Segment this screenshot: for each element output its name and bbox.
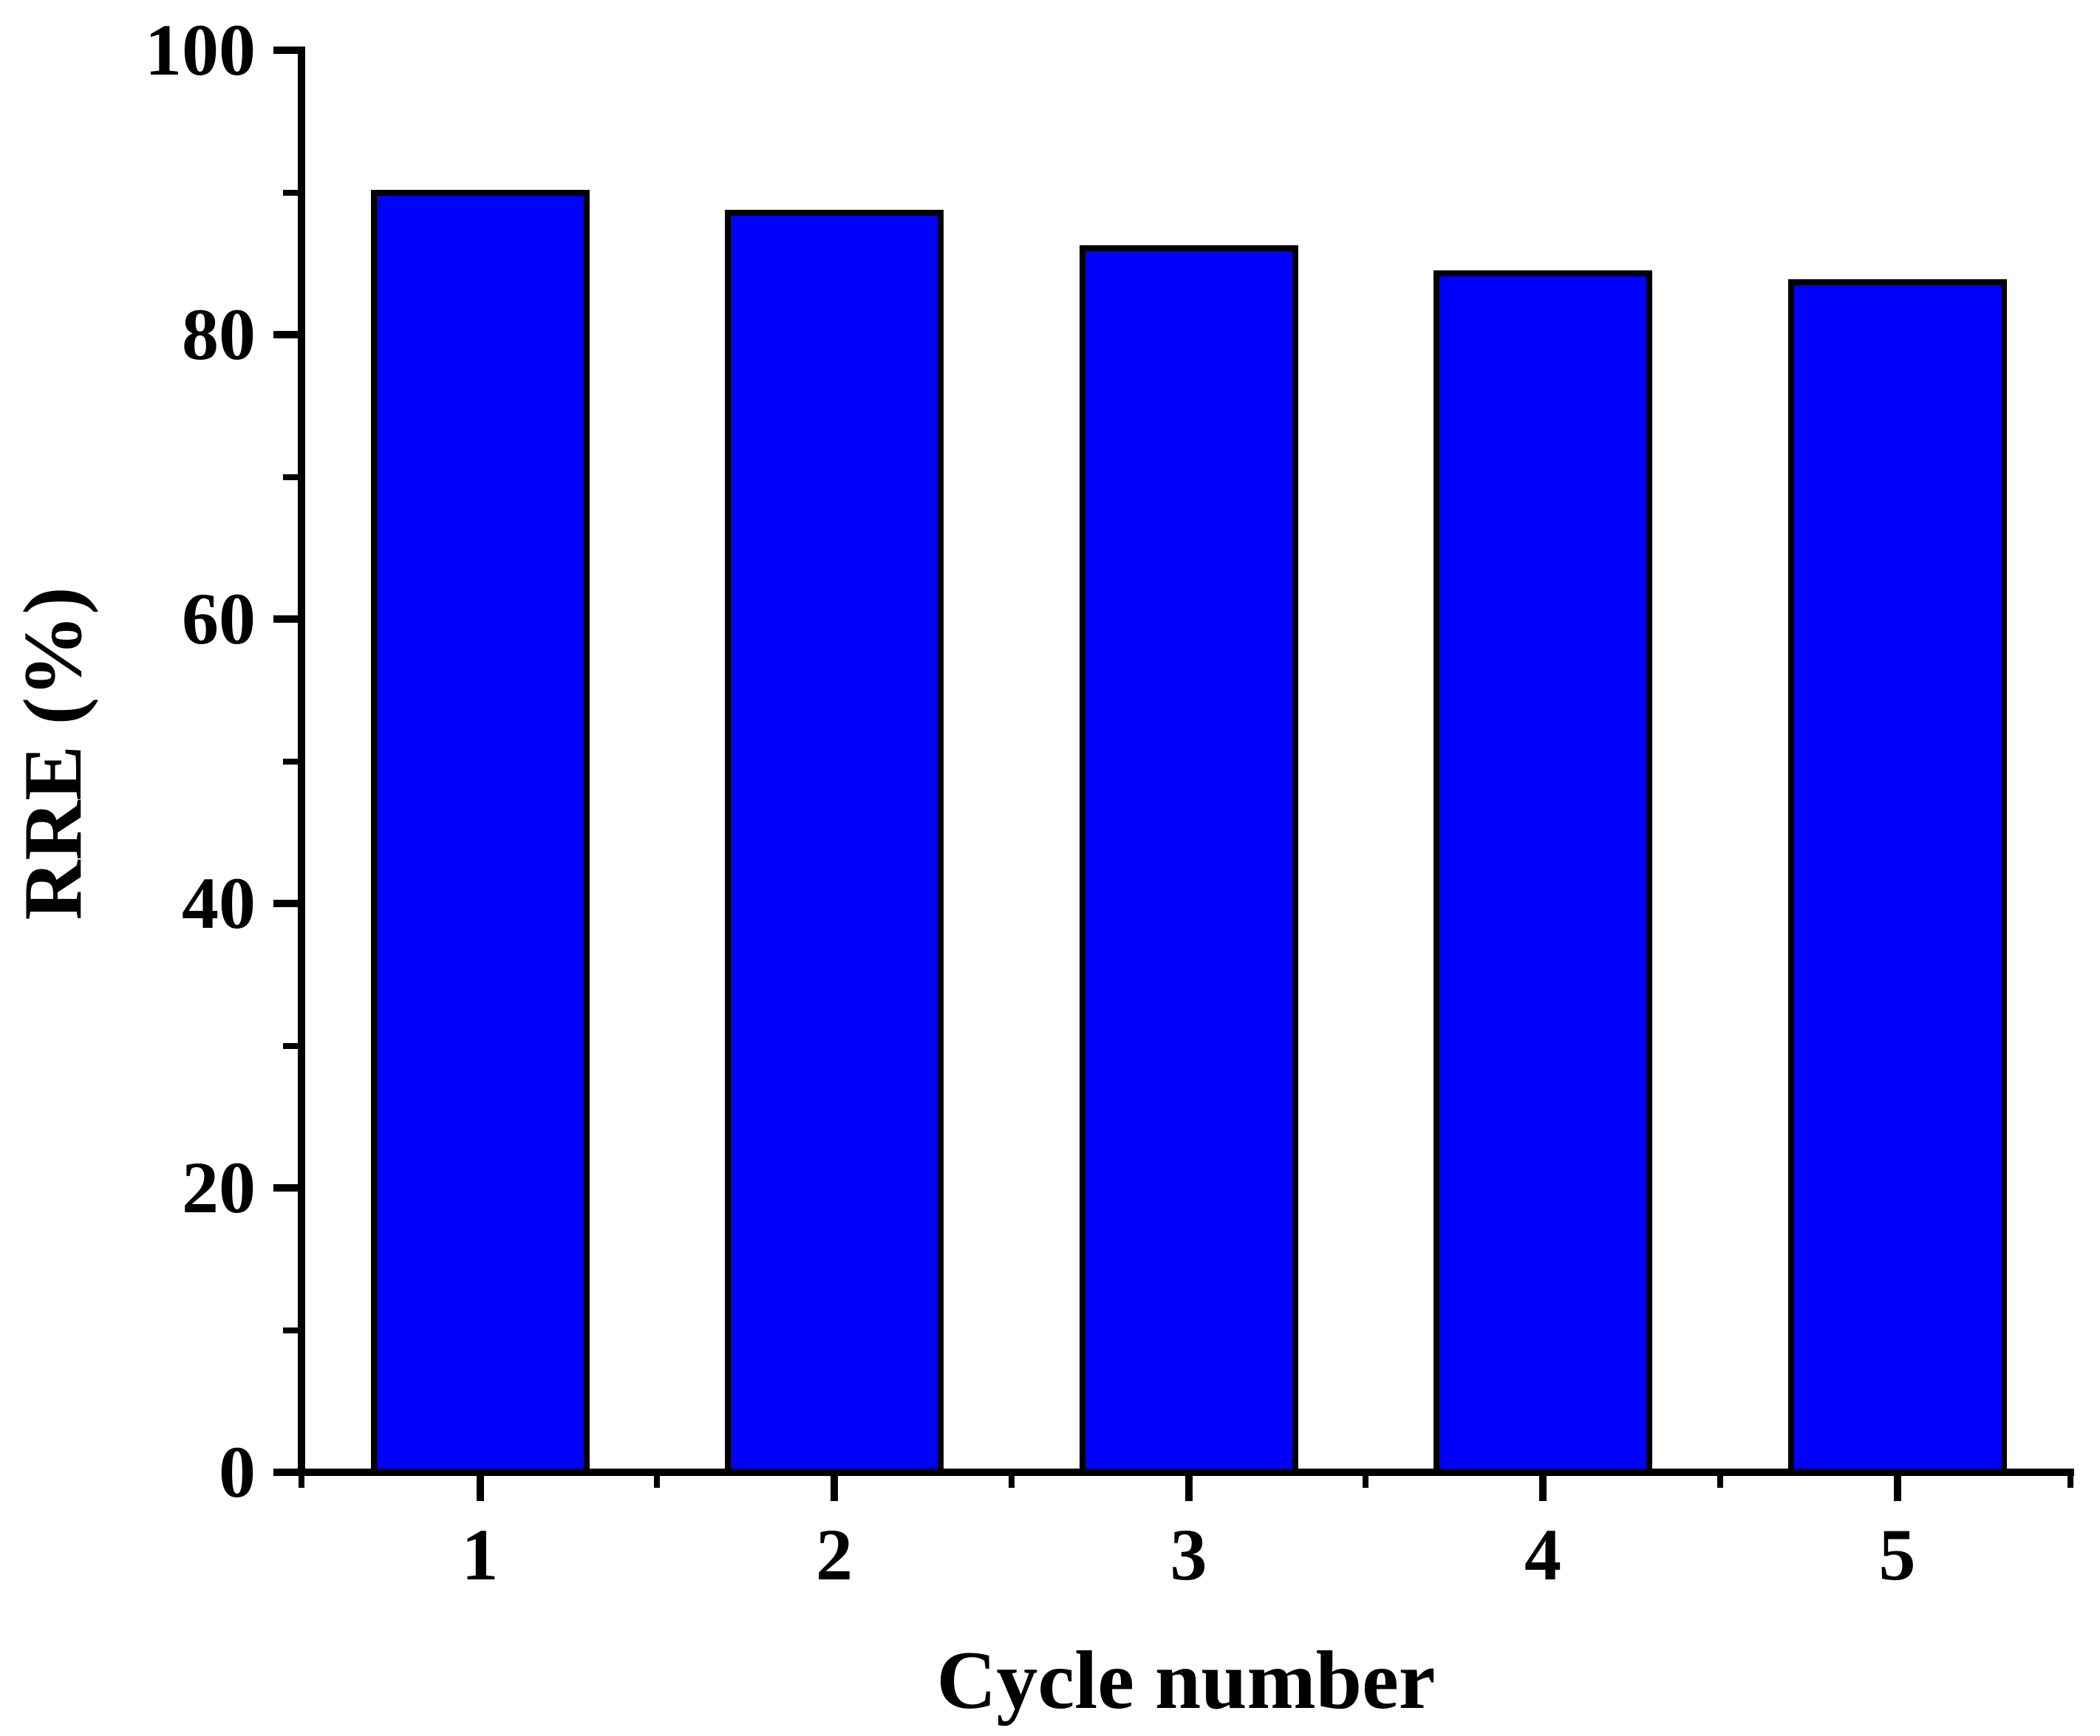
x-tick-label: 5	[1878, 1514, 1916, 1596]
y-minor-tick	[283, 758, 298, 765]
x-minor-tick	[1717, 1476, 1723, 1488]
y-tick-label: 100	[145, 9, 256, 91]
x-major-tick	[1893, 1476, 1901, 1501]
y-tick-label: 60	[182, 578, 256, 660]
y-tick-label: 80	[182, 293, 256, 375]
y-major-tick	[273, 1184, 298, 1192]
x-axis-line	[298, 1469, 2074, 1476]
x-minor-tick	[2067, 1476, 2073, 1488]
y-tick-label: 0	[219, 1431, 256, 1513]
y-axis-title: RRE (%)	[7, 587, 99, 920]
y-major-tick	[273, 331, 298, 338]
bar-cycle-1	[370, 189, 590, 1476]
y-minor-tick	[283, 1042, 298, 1049]
x-tick-label: 1	[461, 1514, 499, 1596]
x-tick-label: 4	[1524, 1514, 1561, 1596]
bar-cycle-3	[1079, 245, 1298, 1476]
y-major-tick	[273, 615, 298, 623]
x-tick-label: 2	[816, 1514, 853, 1596]
y-major-tick	[273, 900, 298, 907]
y-tick-label: 20	[182, 1146, 256, 1228]
x-minor-tick	[1363, 1476, 1369, 1488]
y-axis-line	[298, 47, 305, 1476]
x-major-tick	[1539, 1476, 1547, 1501]
x-tick-label: 3	[1170, 1514, 1207, 1596]
x-major-tick	[476, 1476, 484, 1501]
x-axis-title: Cycle number	[936, 1635, 1436, 1726]
y-minor-tick	[283, 1327, 298, 1333]
y-major-tick	[273, 1469, 298, 1476]
x-minor-tick	[654, 1476, 661, 1488]
bar-cycle-5	[1787, 278, 2007, 1476]
x-major-tick	[1184, 1476, 1193, 1501]
bar-cycle-2	[725, 209, 944, 1476]
bar-cycle-4	[1433, 270, 1652, 1476]
x-minor-tick	[1008, 1476, 1015, 1488]
y-tick-label: 40	[182, 862, 256, 944]
x-major-tick	[831, 1476, 838, 1501]
y-major-tick	[273, 47, 298, 54]
x-minor-tick	[299, 1476, 304, 1488]
y-minor-tick	[283, 474, 298, 480]
y-minor-tick	[283, 189, 298, 196]
